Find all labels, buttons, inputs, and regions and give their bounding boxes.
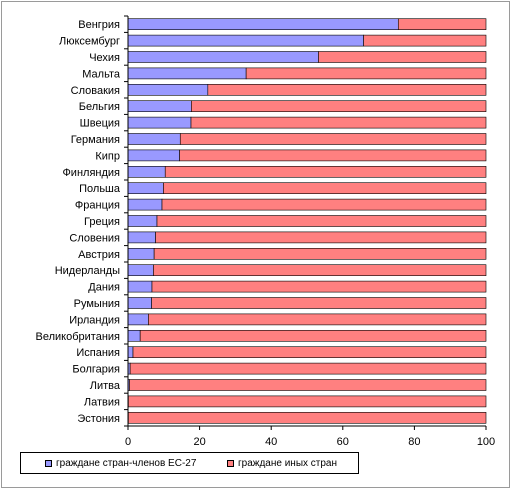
bar-eu-20 (127, 346, 134, 359)
bar-eu-19 (127, 329, 141, 342)
bar-other-21 (129, 362, 487, 375)
bar-other-1 (363, 34, 487, 47)
category-label-15: Нидерланды (55, 265, 120, 277)
bars-layer (127, 18, 487, 424)
bar-other-2 (318, 51, 487, 63)
bar-eu-5 (127, 100, 192, 112)
x-tick-label-1: 20 (193, 436, 205, 448)
category-label-21: Болгария (72, 364, 120, 376)
bar-eu-14 (127, 248, 155, 260)
x-tick-label-3: 60 (337, 436, 349, 448)
bar-other-15 (153, 264, 487, 277)
bar-eu-18 (127, 313, 149, 326)
bar-other-9 (164, 166, 487, 178)
bar-eu-10 (127, 182, 164, 194)
axis-layer: Венгрия Люксембург Чехия Мальта Словакия Бель… (36, 15, 495, 448)
legend-label-eu: граждане стран-членов ЕС-27 (56, 458, 197, 469)
bar-other-13 (155, 231, 487, 244)
legend-item-eu: граждане стран-членов ЕС-27 (45, 458, 196, 469)
bar-other-12 (156, 215, 487, 227)
legend-item-other: граждане иных стран (227, 458, 337, 469)
bar-other-5 (191, 100, 487, 112)
x-tick-label-0: 0 (125, 436, 131, 448)
bar-eu-2 (127, 51, 319, 63)
bar-other-11 (161, 198, 487, 211)
bar-other-3 (245, 67, 487, 80)
category-label-7: Германия (71, 134, 120, 146)
bar-eu-15 (127, 264, 154, 277)
category-label-22: Литва (90, 380, 121, 392)
bar-eu-9 (127, 166, 166, 178)
legend: граждане стран-членов ЕС-27 граждане ины… (20, 452, 359, 474)
category-label-9: Финляндия (62, 167, 120, 179)
bar-other-22 (129, 379, 487, 391)
bar-other-16 (151, 280, 487, 293)
bar-other-6 (190, 116, 487, 129)
legend-swatch-other (227, 460, 234, 467)
category-label-19: Великобритания (36, 331, 121, 343)
x-tick-label-2: 40 (265, 436, 277, 448)
bar-other-10 (163, 182, 487, 194)
bar-other-4 (207, 84, 487, 96)
category-label-24: Эстония (77, 413, 120, 425)
bar-eu-0 (127, 18, 399, 31)
category-label-13: Словения (69, 232, 120, 244)
category-label-2: Чехия (89, 52, 120, 64)
category-label-17: Румыния (74, 298, 120, 310)
bar-eu-11 (127, 198, 163, 211)
bar-eu-7 (127, 133, 181, 145)
category-label-23: Латвия (84, 396, 120, 408)
bar-eu-17 (127, 297, 152, 309)
bar-eu-8 (127, 149, 180, 162)
legend-swatch-eu (45, 460, 52, 467)
category-label-8: Кипр (95, 150, 120, 162)
category-label-12: Греция (84, 216, 120, 228)
category-label-0: Венгрия (78, 19, 120, 31)
category-label-14: Австрия (78, 249, 120, 261)
bar-eu-12 (127, 215, 158, 227)
category-label-4: Словакия (71, 85, 120, 97)
category-label-6: Швеция (80, 118, 120, 130)
bar-other-7 (179, 133, 487, 145)
bar-other-19 (139, 329, 487, 342)
bar-other-17 (151, 297, 487, 309)
legend-label-other: граждане иных стран (238, 458, 338, 469)
category-label-20: Испания (76, 347, 120, 359)
x-tick-label-5: 100 (477, 436, 495, 448)
x-tick-label-4: 80 (408, 436, 420, 448)
category-label-16: Дания (88, 282, 120, 294)
category-label-10: Польша (79, 183, 121, 195)
bar-eu-4 (127, 84, 209, 96)
bar-eu-16 (127, 280, 153, 293)
bar-other-23 (128, 395, 487, 408)
bar-eu-6 (127, 116, 192, 129)
bar-other-8 (179, 149, 487, 162)
bar-other-20 (132, 346, 487, 359)
bar-eu-13 (127, 231, 156, 244)
bar-eu-3 (127, 67, 247, 80)
bar-eu-1 (127, 34, 364, 47)
category-label-5: Бельгия (79, 101, 120, 113)
bar-other-18 (148, 313, 487, 326)
category-label-3: Мальта (82, 68, 121, 80)
bar-other-14 (153, 248, 487, 260)
category-label-18: Ирландия (69, 314, 120, 326)
category-label-1: Люксембург (59, 36, 120, 48)
bar-other-0 (397, 18, 487, 31)
category-label-11: Франция (75, 200, 120, 212)
bar-other-24 (128, 411, 487, 424)
